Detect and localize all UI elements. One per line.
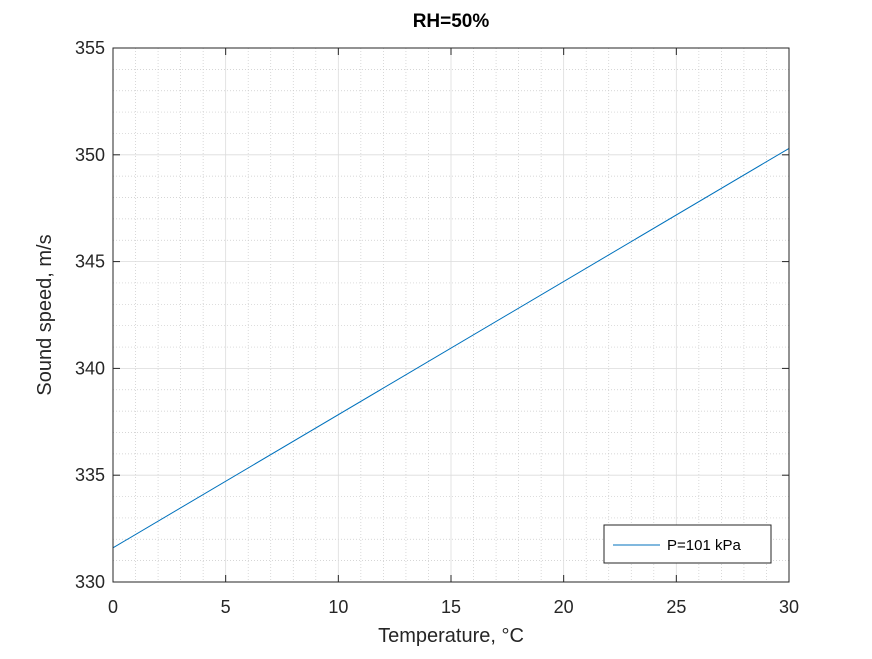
chart-title: RH=50% (413, 11, 490, 32)
x-tick-label: 25 (666, 597, 686, 617)
x-tick-label: 20 (554, 597, 574, 617)
y-tick-label: 345 (75, 252, 105, 272)
series-line (112, 147, 790, 549)
y-tick-labels: 330 335 340 345 350 355 (75, 38, 105, 592)
tick-marks (112, 47, 790, 583)
legend: P=101 kPa (603, 524, 772, 564)
x-axis-label: Temperature, °C (378, 625, 524, 647)
y-tick-label: 350 (75, 145, 105, 165)
series-layer (112, 147, 790, 549)
x-tick-label: 5 (221, 597, 231, 617)
y-tick-label: 330 (75, 572, 105, 592)
y-axis-label: Sound speed, m/s (34, 234, 56, 395)
x-tick-label: 10 (328, 597, 348, 617)
legend-entry-label: P=101 kPa (667, 537, 741, 554)
y-tick-label: 340 (75, 358, 105, 378)
x-tick-labels: 0 5 10 15 20 25 30 (108, 597, 799, 617)
x-tick-label: 30 (779, 597, 799, 617)
x-tick-label: 15 (441, 597, 461, 617)
x-tick-label: 0 (108, 597, 118, 617)
y-tick-label: 355 (75, 38, 105, 58)
y-tick-label: 335 (75, 465, 105, 485)
legend-box (603, 524, 772, 564)
minor-grid (113, 48, 789, 582)
